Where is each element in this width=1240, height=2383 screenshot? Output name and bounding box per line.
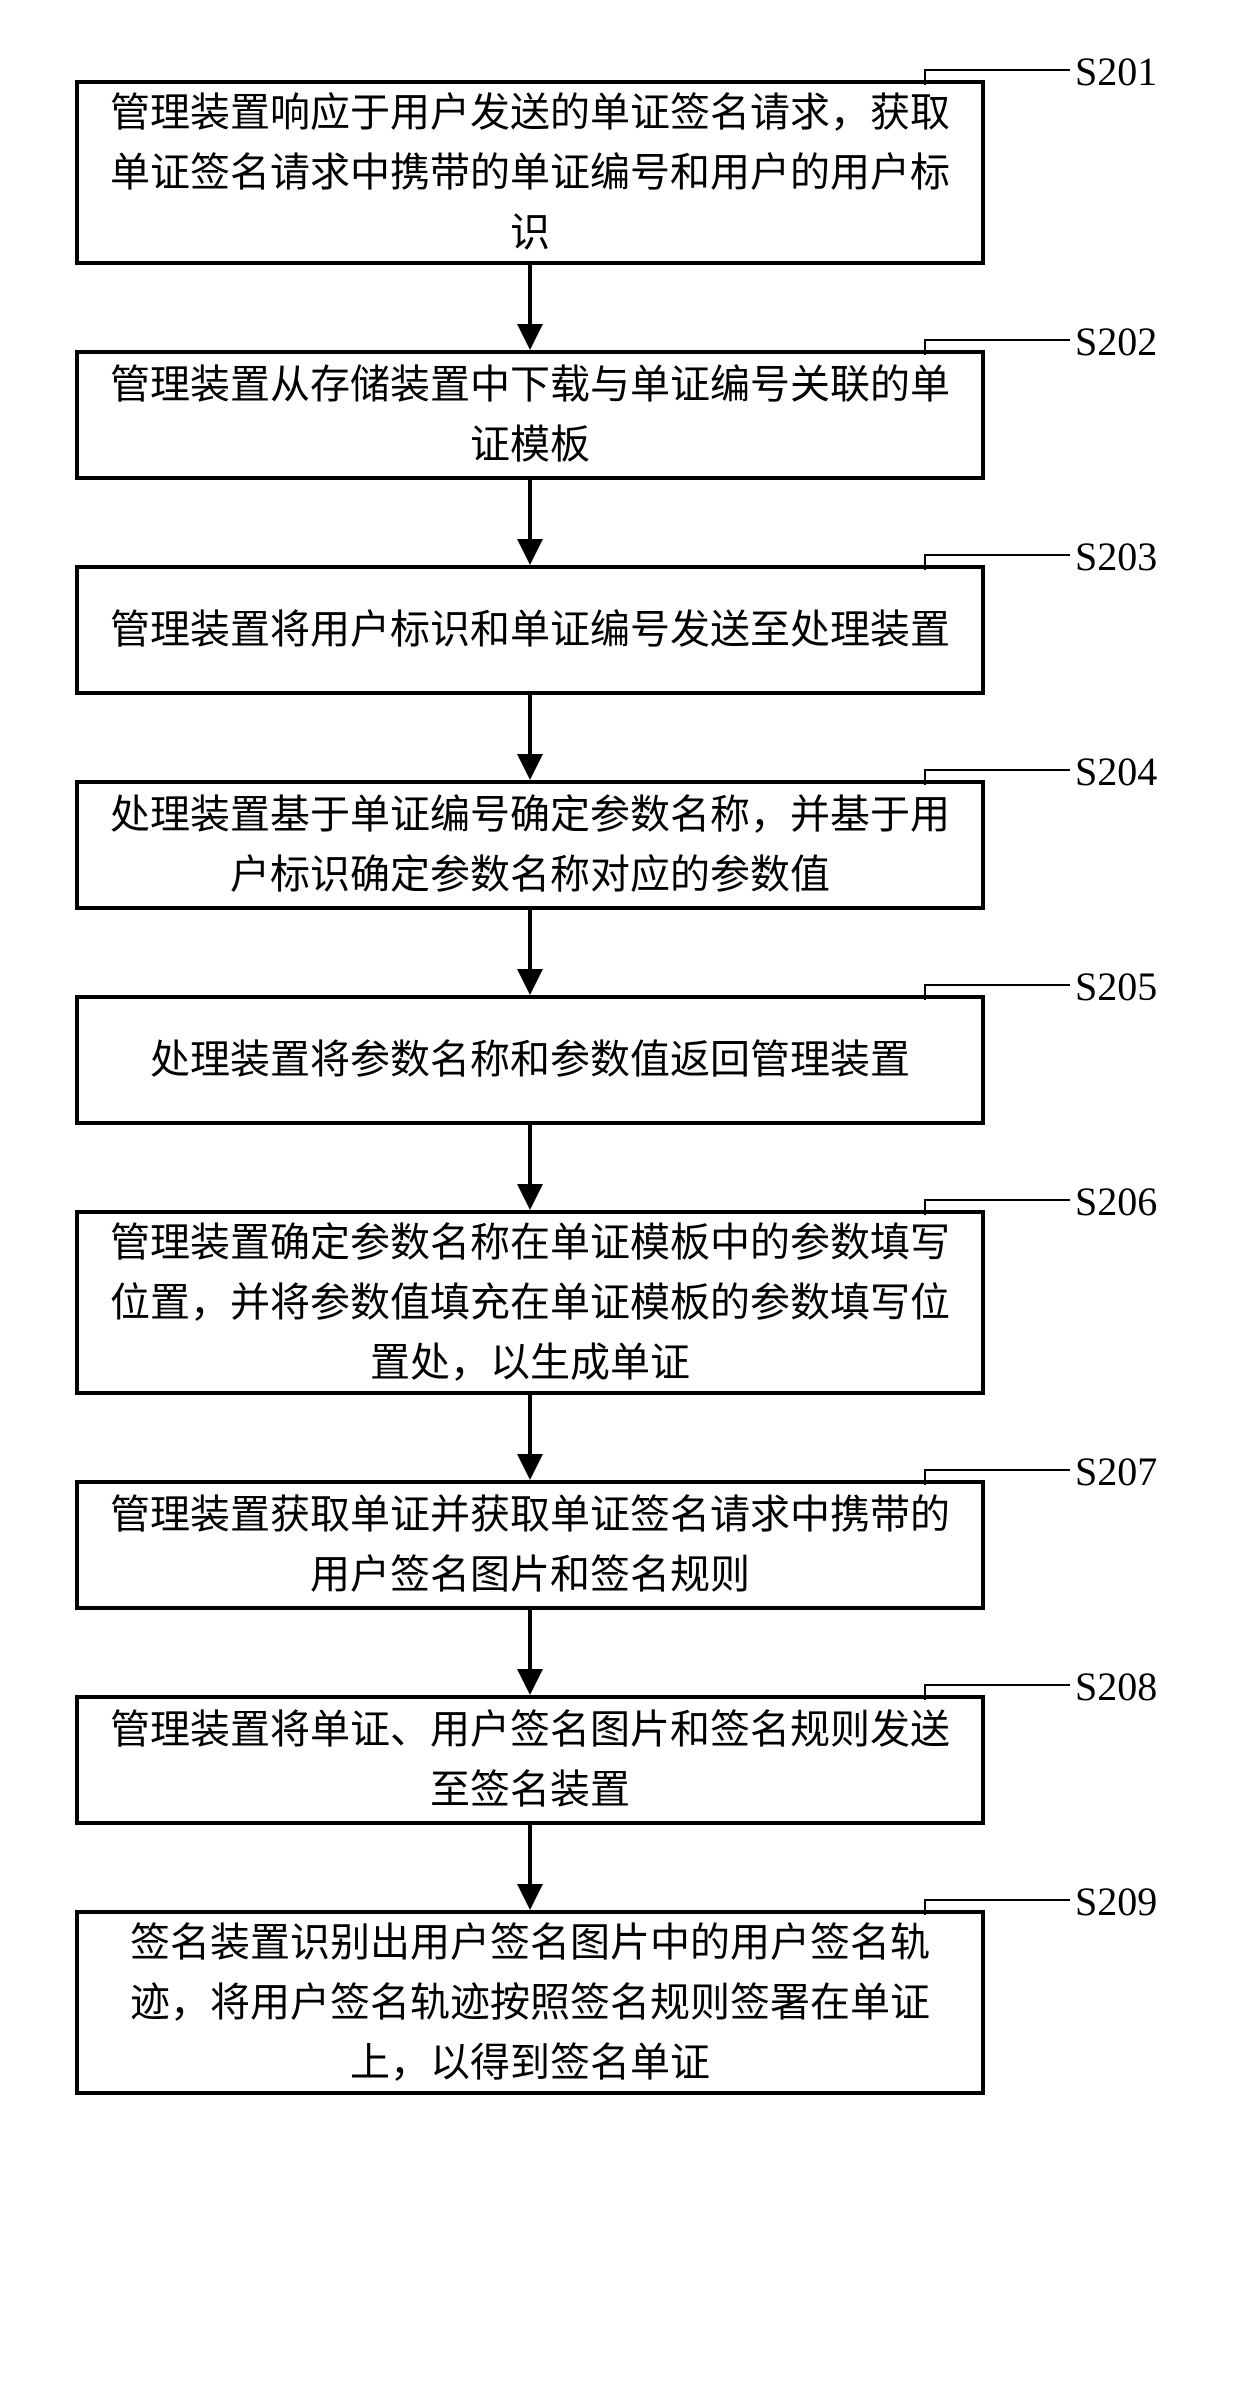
arrow-down (500, 265, 560, 350)
step-text: 管理装置获取单证并获取单证签名请求中携带的用户签名图片和签名规则 (99, 1485, 961, 1605)
arrow-down (500, 695, 560, 780)
step-label-s205: S205 (1075, 963, 1157, 1010)
step-text: 管理装置确定参数名称在单证模板中的参数填写位置，并将参数值填充在单证模板的参数填… (99, 1213, 961, 1393)
flowchart-container: 管理装置响应于用户发送的单证签名请求，获取单证签名请求中携带的单证编号和用户的用… (0, 20, 1240, 2383)
step-box-s201: 管理装置响应于用户发送的单证签名请求，获取单证签名请求中携带的单证编号和用户的用… (75, 80, 985, 265)
step-label-s206: S206 (1075, 1178, 1157, 1225)
step-text: 处理装置将参数名称和参数值返回管理装置 (150, 1030, 910, 1090)
arrow-down (500, 1395, 560, 1480)
step-box-s202: 管理装置从存储装置中下载与单证编号关联的单证模板 (75, 350, 985, 480)
arrow-down (500, 1610, 560, 1695)
step-label-s204: S204 (1075, 748, 1157, 795)
step-box-s204: 处理装置基于单证编号确定参数名称，并基于用户标识确定参数名称对应的参数值 (75, 780, 985, 910)
step-box-s206: 管理装置确定参数名称在单证模板中的参数填写位置，并将参数值填充在单证模板的参数填… (75, 1210, 985, 1395)
arrow-down (500, 1125, 560, 1210)
step-label-s203: S203 (1075, 533, 1157, 580)
arrow-down (500, 1825, 560, 1910)
step-text: 签名装置识别出用户签名图片中的用户签名轨迹，将用户签名轨迹按照签名规则签署在单证… (99, 1913, 961, 2093)
step-text: 管理装置将单证、用户签名图片和签名规则发送至签名装置 (99, 1700, 961, 1820)
step-box-s208: 管理装置将单证、用户签名图片和签名规则发送至签名装置 (75, 1695, 985, 1825)
step-label-s201: S201 (1075, 48, 1157, 95)
step-label-s202: S202 (1075, 318, 1157, 365)
step-text: 管理装置响应于用户发送的单证签名请求，获取单证签名请求中携带的单证编号和用户的用… (99, 83, 961, 263)
arrow-down (500, 910, 560, 995)
step-label-s207: S207 (1075, 1448, 1157, 1495)
step-box-s209: 签名装置识别出用户签名图片中的用户签名轨迹，将用户签名轨迹按照签名规则签署在单证… (75, 1910, 985, 2095)
step-text: 管理装置从存储装置中下载与单证编号关联的单证模板 (99, 355, 961, 475)
step-label-s209: S209 (1075, 1878, 1157, 1925)
step-text: 管理装置将用户标识和单证编号发送至处理装置 (110, 600, 950, 660)
step-box-s207: 管理装置获取单证并获取单证签名请求中携带的用户签名图片和签名规则 (75, 1480, 985, 1610)
step-text: 处理装置基于单证编号确定参数名称，并基于用户标识确定参数名称对应的参数值 (99, 785, 961, 905)
step-box-s203: 管理装置将用户标识和单证编号发送至处理装置 (75, 565, 985, 695)
arrow-down (500, 480, 560, 565)
step-label-s208: S208 (1075, 1663, 1157, 1710)
step-box-s205: 处理装置将参数名称和参数值返回管理装置 (75, 995, 985, 1125)
